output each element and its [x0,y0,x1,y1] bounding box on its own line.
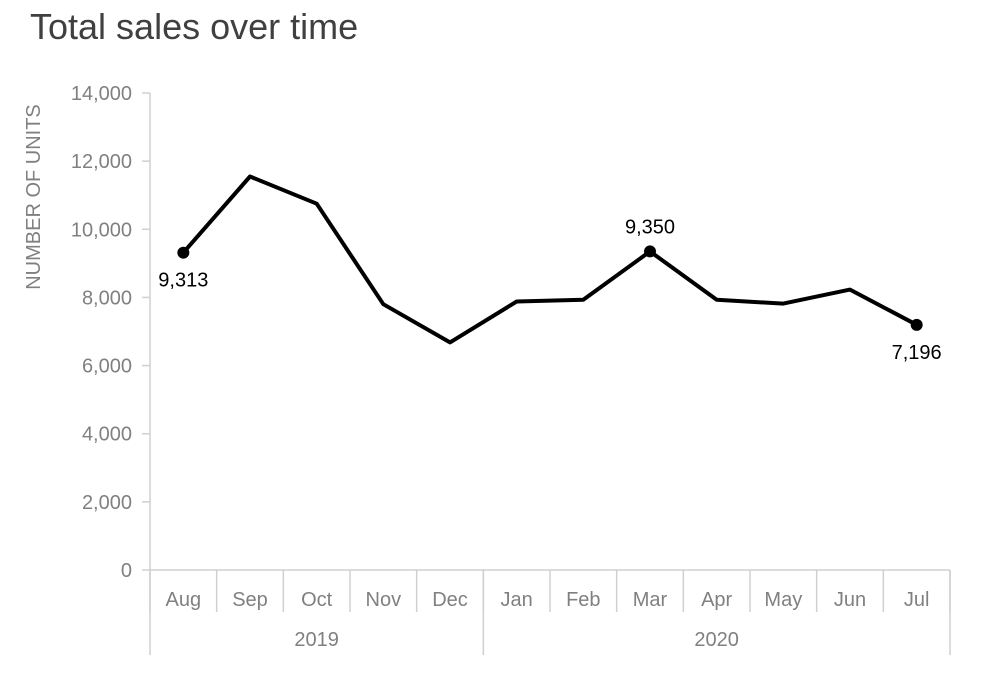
x-tick-label: Nov [366,589,402,611]
y-tick-label: 10,000 [71,219,132,241]
x-tick-label: Feb [566,589,600,611]
y-tick-label: 4,000 [82,424,132,446]
series-line [181,174,918,345]
y-tick-label: 8,000 [82,287,132,309]
chart-title: Total sales over time [30,6,359,47]
x-tick-label: Apr [701,589,732,611]
y-ticks: 0 2,000 4,000 6,000 8,000 10,000 12,000 14,000 [71,83,150,582]
data-point-marker [177,246,190,259]
axes [149,93,950,571]
data-point-marker [644,245,656,258]
x-tick-label: Oct [301,589,333,611]
x-tick-label: Aug [166,589,202,611]
y-tick-label: 0 [121,560,132,582]
data-label: 9,350 [625,216,675,238]
data-label: 7,196 [892,342,942,364]
y-axis-label: NUMBER OF UNITS [23,104,45,290]
y-tick-label: 12,000 [71,151,132,173]
group-label: 2019 [294,629,339,651]
data-label: 9,313 [158,270,208,292]
group-label: 2020 [694,629,739,651]
x-tick-label: Mar [633,589,668,611]
x-tick-label: Dec [432,589,468,611]
data-point-marker [910,318,923,331]
y-tick-label: 14,000 [71,83,132,105]
y-tick-label: 6,000 [82,356,132,378]
annotations: 9,313 9,350 7,196 [158,216,941,363]
y-tick-label: 2,000 [82,492,132,514]
x-tick-label: May [764,589,802,611]
x-ticks: Aug Sep Oct Nov Dec Jan Feb Mar Apr May Jun Jul 2019… [149,570,951,655]
x-tick-label: Jun [834,589,866,611]
series [181,174,918,345]
x-tick-label: Jul [904,589,930,611]
x-tick-label: Jan [501,589,533,611]
x-tick-label: Sep [232,589,268,611]
